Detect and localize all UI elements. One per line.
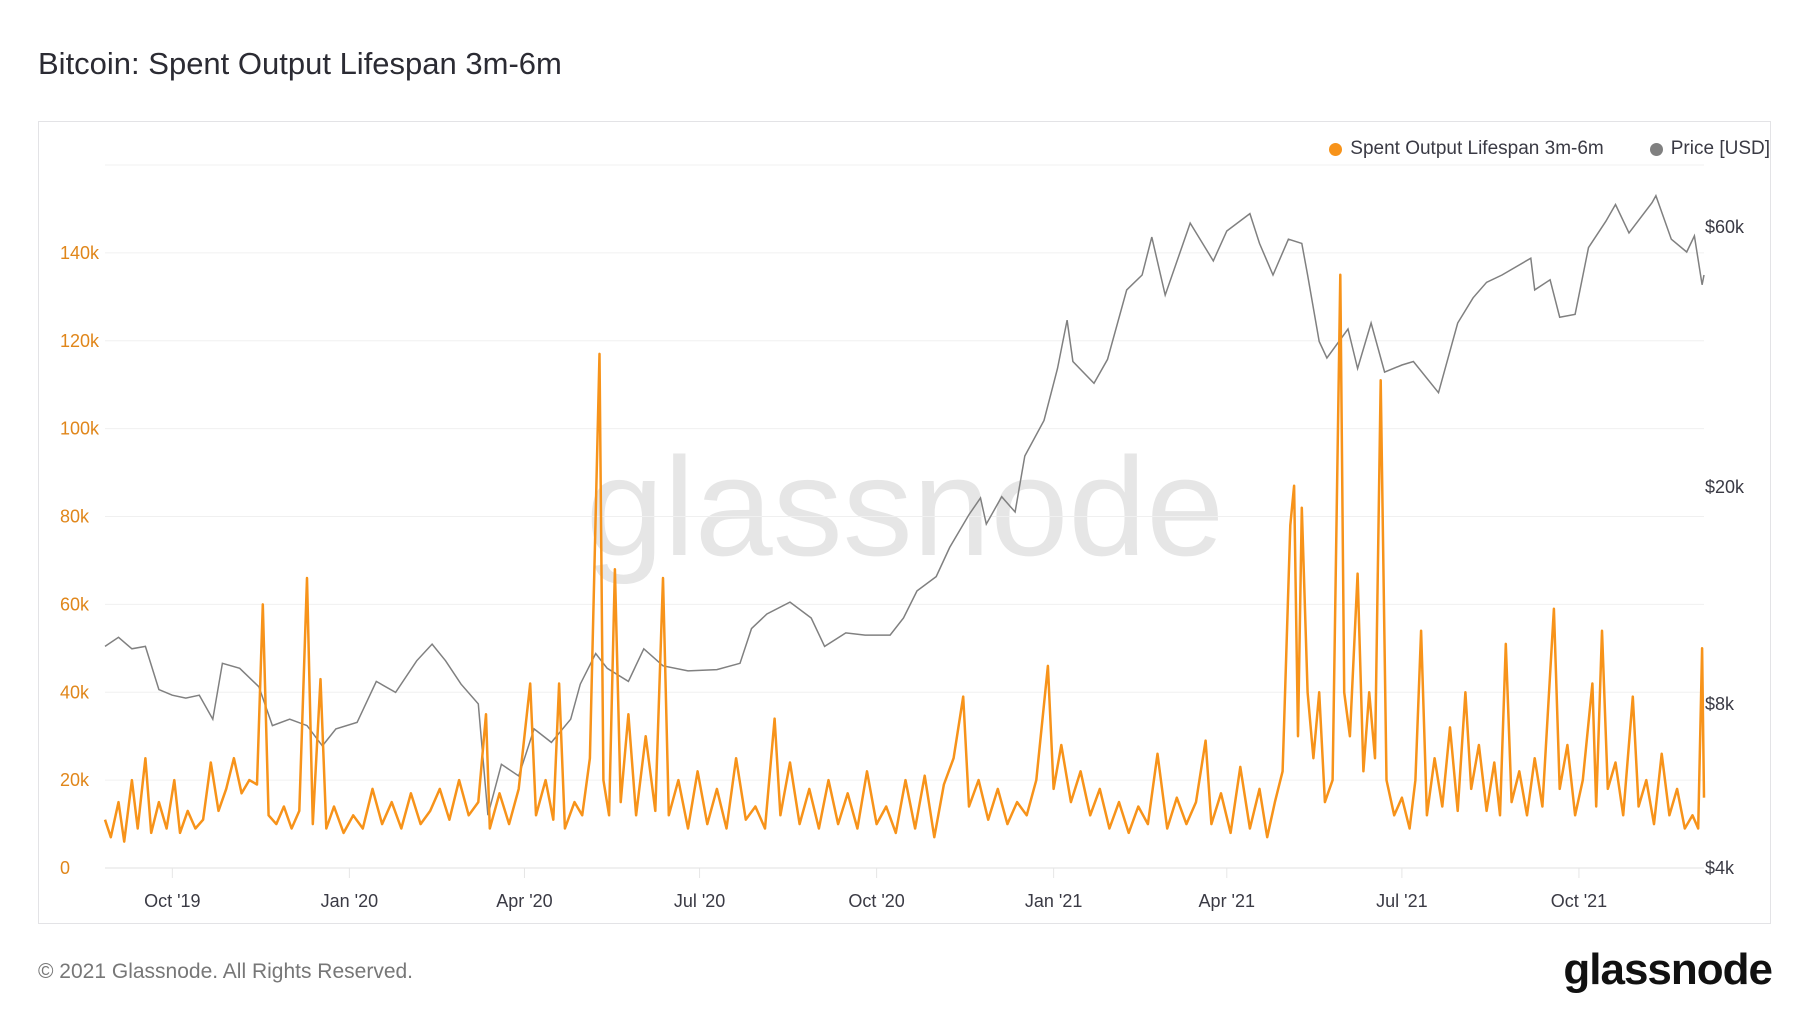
legend: Spent Output Lifespan 3m-6m Price [USD] [1329,138,1770,160]
y-left-tick-label: 80k [60,507,90,527]
y-right-tick-label: $8k [1705,694,1735,714]
legend-label: Price [USD] [1670,138,1770,159]
x-tick-label: Apr '20 [496,891,552,911]
legend-item-sol[interactable]: Spent Output Lifespan 3m-6m [1329,138,1604,160]
y-right-tick-label: $20k [1705,477,1745,497]
x-tick-label: Oct '19 [144,891,200,911]
y-left-tick-label: 60k [60,594,90,614]
chart-title: Bitcoin: Spent Output Lifespan 3m-6m [38,46,562,81]
x-tick-label: Jan '20 [321,891,378,911]
x-tick-label: Jul '20 [674,891,725,911]
sol-line [103,273,1706,843]
y-right-tick-label: $60k [1705,217,1745,237]
y-left-tick-label: 140k [60,243,100,263]
copyright: © 2021 Glassnode. All Rights Reserved. [38,960,414,983]
y-right-tick-label: $4k [1705,858,1735,878]
x-tick-label: Jan '21 [1025,891,1082,911]
legend-dot-icon [1329,142,1343,156]
y-left-tick-label: 20k [60,770,90,790]
legend-dot-icon [1649,142,1663,156]
watermark: glassnode [586,428,1224,585]
legend-item-price[interactable]: Price [USD] [1649,138,1770,160]
y-left-tick-label: 100k [60,419,100,439]
y-left-tick-label: 120k [60,331,100,351]
x-tick-label: Oct '21 [1551,891,1607,911]
chart-frame [38,121,1771,924]
legend-label: Spent Output Lifespan 3m-6m [1350,138,1604,159]
x-tick-label: Oct '20 [848,891,904,911]
y-left-tick-label: 40k [60,682,90,702]
x-tick-label: Apr '21 [1199,891,1255,911]
glassnode-logo: glassnode [1563,945,1773,994]
y-left-tick-label: 0 [60,858,70,878]
x-tick-label: Jul '21 [1376,891,1427,911]
price-line [104,193,1705,816]
